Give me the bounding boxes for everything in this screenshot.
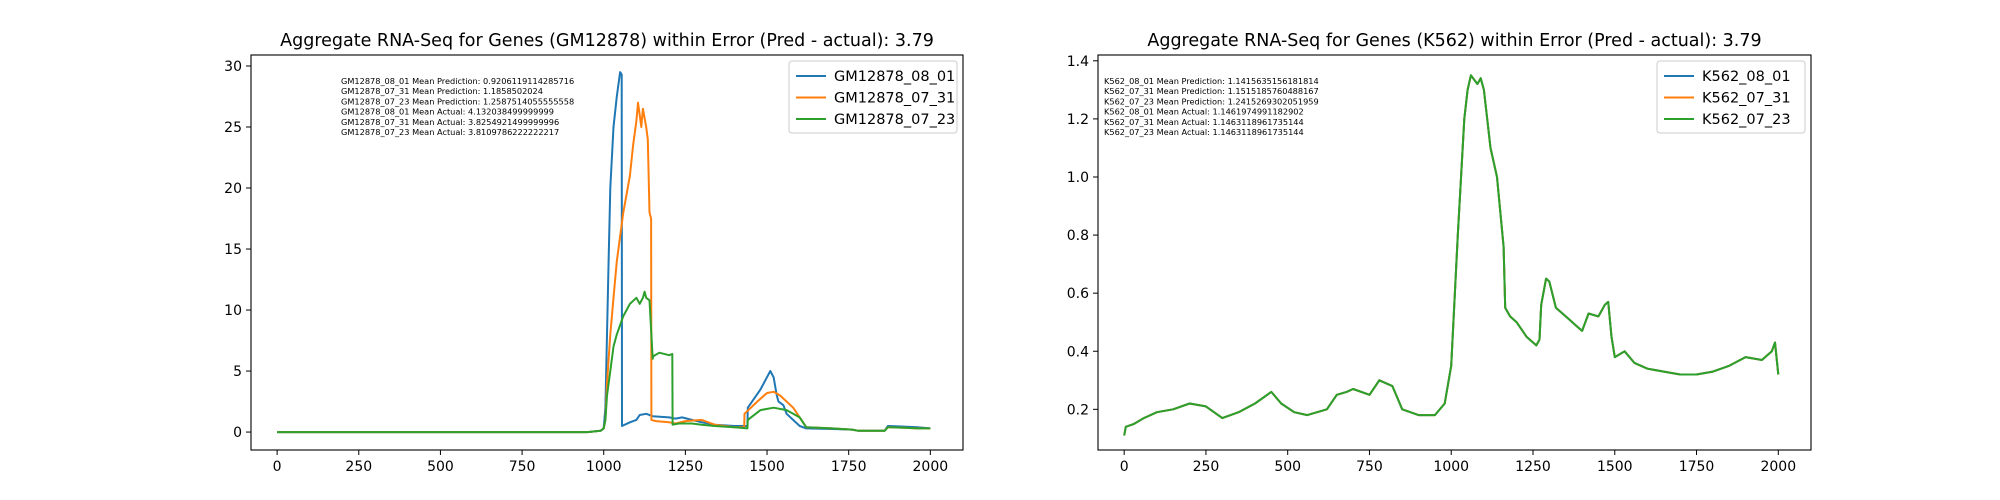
- stats-annotation-line: K562_07_31 Mean Actual: 1.14631189617351…: [1104, 117, 1304, 127]
- x-tick-label: 1000: [1433, 459, 1469, 475]
- y-tick-label: 0.2: [1067, 402, 1089, 418]
- x-tick-label: 2000: [1760, 459, 1796, 475]
- legend-label: GM12878_07_23: [834, 112, 955, 128]
- x-tick-label: 2000: [913, 459, 949, 475]
- y-tick-label: 0.8: [1067, 228, 1089, 244]
- legend-label: K562_07_31: [1702, 91, 1791, 107]
- stats-annotation-line: GM12878_08_01 Mean Prediction: 0.9206119…: [341, 76, 574, 86]
- x-tick-label: 250: [1193, 459, 1220, 475]
- y-tick-label: 5: [233, 364, 242, 380]
- x-tick-label: 1750: [831, 459, 867, 475]
- x-tick-label: 500: [1274, 459, 1301, 475]
- stats-annotation-line: GM12878_07_31 Mean Prediction: 1.1858502…: [341, 86, 543, 96]
- stats-annotation-line: GM12878_07_31 Mean Actual: 3.82549214999…: [341, 117, 559, 127]
- plot-frame: [1097, 54, 1812, 451]
- stats-annotation-line: K562_07_31 Mean Prediction: 1.1515185760…: [1104, 86, 1319, 96]
- y-tick-label: 25: [224, 120, 242, 136]
- y-tick-label: 1.0: [1067, 170, 1089, 186]
- chart-title: Aggregate RNA-Seq for Genes (GM12878) wi…: [280, 31, 934, 51]
- x-tick-label: 1500: [749, 459, 785, 475]
- y-tick-label: 30: [224, 59, 242, 75]
- x-tick-label: 1250: [668, 459, 704, 475]
- legend-label: GM12878_07_31: [834, 91, 955, 107]
- x-tick-label: 0: [1120, 459, 1129, 475]
- series-line-K562_07_23: [1123, 74, 1780, 436]
- x-tick-label: 1750: [1679, 459, 1715, 475]
- chart-panel-2: Aggregate RNA-Seq for Genes (K562) withi…: [1067, 31, 1812, 475]
- x-tick-label: 750: [1356, 459, 1383, 475]
- legend-label: GM12878_08_01: [834, 69, 955, 85]
- stats-annotation-line: K562_07_23 Mean Prediction: 1.2415269302…: [1104, 96, 1319, 106]
- plot-frame: [250, 54, 964, 451]
- stats-annotation-line: GM12878_08_01 Mean Actual: 4.13203849999…: [341, 107, 554, 117]
- legend-label: K562_07_23: [1702, 112, 1791, 128]
- x-tick-label: 1500: [1597, 459, 1633, 475]
- stats-annotation-line: GM12878_07_23 Mean Actual: 3.81097862222…: [341, 127, 559, 137]
- y-tick-label: 20: [224, 181, 242, 197]
- legend-box: [1656, 60, 1806, 134]
- x-tick-label: 500: [427, 459, 454, 475]
- stats-annotation-line: K562_08_01 Mean Prediction: 1.1415635156…: [1104, 76, 1319, 86]
- stats-annotation-line: K562_08_01 Mean Actual: 1.14619749911829…: [1104, 107, 1304, 117]
- y-tick-label: 1.2: [1067, 112, 1089, 128]
- x-tick-label: 0: [273, 459, 282, 475]
- chart-title: Aggregate RNA-Seq for Genes (K562) withi…: [1147, 31, 1761, 51]
- legend-box: [788, 60, 958, 134]
- x-tick-label: 1000: [586, 459, 622, 475]
- legend-label: K562_08_01: [1702, 69, 1791, 85]
- x-tick-label: 750: [509, 459, 536, 475]
- y-tick-label: 0.4: [1067, 344, 1089, 360]
- x-tick-label: 250: [345, 459, 372, 475]
- y-tick-label: 10: [224, 303, 242, 319]
- series-line-GM12878_07_31: [277, 101, 931, 434]
- y-tick-label: 1.4: [1067, 54, 1089, 70]
- series-line-GM12878_07_23: [277, 290, 931, 434]
- chart-panel-1: Aggregate RNA-Seq for Genes (GM12878) wi…: [224, 31, 964, 475]
- y-tick-label: 0.6: [1067, 286, 1089, 302]
- y-tick-label: 15: [224, 242, 242, 258]
- stats-annotation-line: K562_07_23 Mean Actual: 1.14631189617351…: [1104, 127, 1304, 137]
- y-tick-label: 0: [233, 425, 242, 441]
- x-tick-label: 1250: [1515, 459, 1551, 475]
- stats-annotation-line: GM12878_07_23 Mean Prediction: 1.2587514…: [341, 96, 574, 106]
